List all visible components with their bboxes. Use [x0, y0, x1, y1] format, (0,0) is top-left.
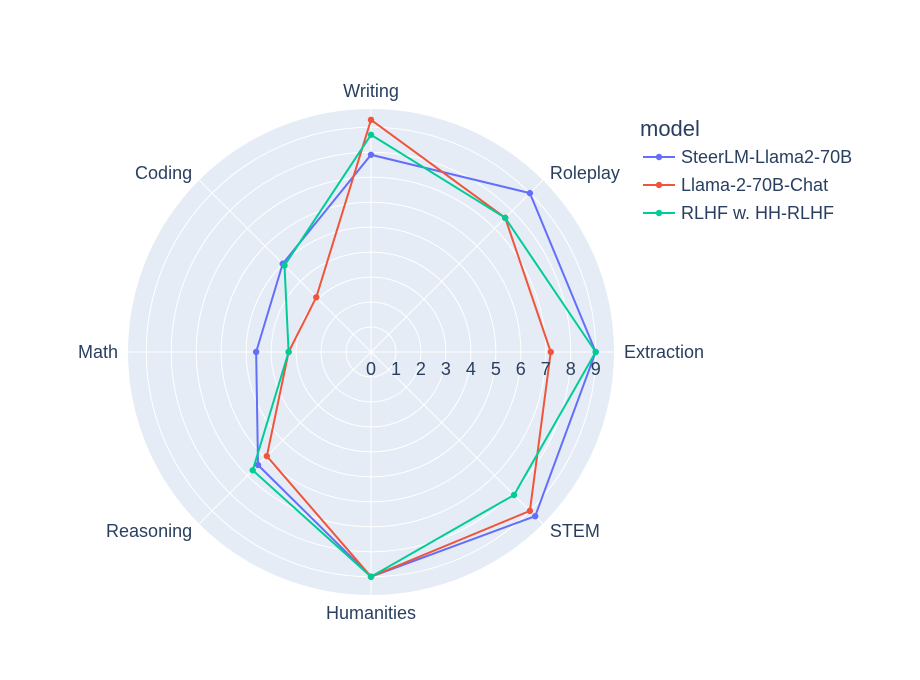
category-label: Reasoning	[106, 521, 192, 541]
data-point	[531, 512, 539, 520]
data-point	[592, 348, 599, 356]
category-label: STEM	[550, 521, 600, 541]
angular-grid	[128, 109, 614, 595]
data-point	[367, 131, 375, 138]
radial-tick-label: 2	[416, 359, 426, 379]
legend: model SteerLM-Llama2-70B Llama-2-70B-Chat…	[640, 116, 852, 223]
category-label: Extraction	[624, 342, 704, 362]
category-label: Writing	[343, 81, 399, 101]
data-point	[526, 189, 534, 197]
category-label: Math	[78, 342, 118, 362]
radial-tick-label: 6	[516, 359, 526, 379]
data-point	[367, 151, 375, 158]
data-point	[367, 573, 375, 580]
series-layer	[249, 116, 599, 580]
data-point	[249, 467, 256, 474]
data-point	[501, 214, 509, 222]
series-rlhf-w-hh-rlhf	[249, 131, 599, 580]
data-point	[285, 348, 292, 356]
data-point	[526, 507, 534, 515]
legend-marker	[655, 181, 663, 189]
legend-title: model	[640, 116, 700, 141]
data-point	[254, 461, 262, 469]
radial-tick-label: 3	[441, 359, 451, 379]
radial-tick-label: 1	[391, 359, 401, 379]
category-label: Coding	[135, 163, 192, 183]
category-label: Roleplay	[550, 163, 620, 183]
legend-label: RLHF w. HH-RLHF	[681, 203, 834, 223]
legend-label: SteerLM-Llama2-70B	[681, 147, 852, 167]
data-point	[263, 452, 271, 460]
data-point	[252, 348, 260, 356]
legend-marker	[655, 153, 663, 161]
data-point	[281, 262, 288, 269]
radial-tick-label: 9	[591, 359, 601, 379]
angular-axis-labels: Writing Roleplay Extraction STEM Humanities R…	[78, 81, 704, 623]
radial-tick-label: 5	[491, 359, 501, 379]
radial-tick-label: 8	[566, 359, 576, 379]
legend-item[interactable]: RLHF w. HH-RLHF	[643, 203, 834, 223]
grid-spoke	[198, 351, 372, 525]
data-point	[313, 294, 320, 301]
legend-item[interactable]: Llama-2-70B-Chat	[643, 175, 828, 195]
legend-label: Llama-2-70B-Chat	[681, 175, 828, 195]
data-point	[510, 491, 518, 499]
radial-tick-label: 7	[541, 359, 551, 379]
legend-marker	[655, 209, 663, 217]
legend-item[interactable]: SteerLM-Llama2-70B	[643, 147, 852, 167]
data-point	[547, 348, 554, 356]
data-point	[367, 116, 375, 124]
category-label: Humanities	[326, 603, 416, 623]
radial-tick-label: 0	[366, 359, 376, 379]
grid-spoke	[370, 179, 544, 353]
radial-tick-label: 4	[466, 359, 476, 379]
